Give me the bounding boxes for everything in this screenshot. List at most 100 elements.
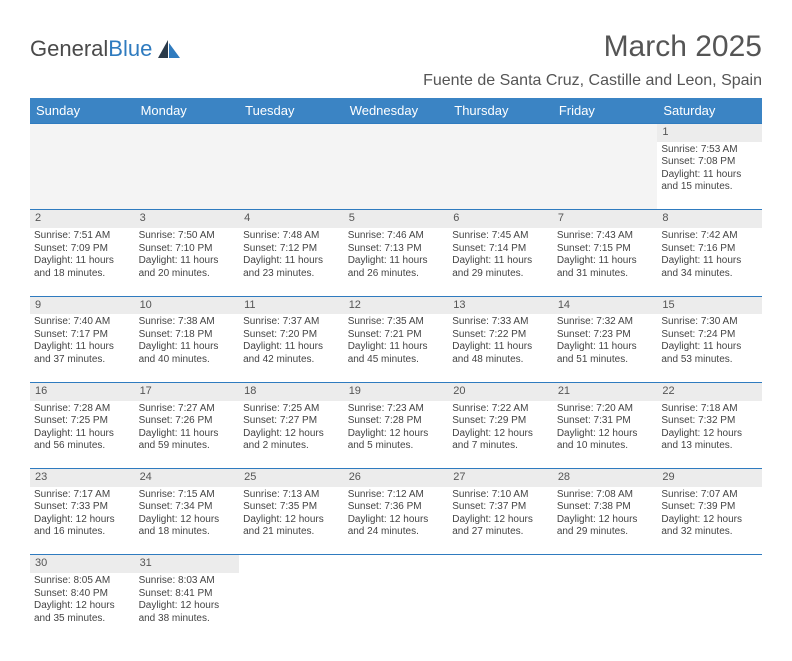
cell-line: Daylight: 12 hours	[661, 428, 758, 441]
cell-line: Sunset: 7:20 PM	[243, 329, 340, 342]
daynum-cell: 12	[344, 296, 449, 314]
calendar-row: Sunrise: 7:51 AMSunset: 7:09 PMDaylight:…	[30, 228, 762, 296]
daynum-cell: 29	[657, 469, 762, 487]
title-block: March 2025 Fuente de Santa Cruz, Castill…	[423, 30, 762, 90]
daynum-cell: 30	[30, 555, 135, 573]
calendar-cell: Sunrise: 7:48 AMSunset: 7:12 PMDaylight:…	[239, 228, 344, 296]
cell-line: Sunset: 7:32 PM	[661, 415, 758, 428]
calendar-cell	[448, 142, 553, 210]
cell-line: Sunset: 7:22 PM	[452, 329, 549, 342]
weekday-header: Saturday	[657, 98, 762, 124]
calendar-cell: Sunrise: 7:15 AMSunset: 7:34 PMDaylight:…	[135, 487, 240, 555]
daynum-cell: 9	[30, 296, 135, 314]
cell-line: and 48 minutes.	[452, 354, 549, 367]
calendar-cell: Sunrise: 7:28 AMSunset: 7:25 PMDaylight:…	[30, 401, 135, 469]
daynum-cell	[239, 555, 344, 573]
calendar-cell: Sunrise: 7:30 AMSunset: 7:24 PMDaylight:…	[657, 314, 762, 382]
cell-line: Daylight: 12 hours	[34, 600, 131, 613]
cell-line: Daylight: 11 hours	[34, 341, 131, 354]
cell-line: Daylight: 11 hours	[139, 428, 236, 441]
calendar-cell: Sunrise: 8:03 AMSunset: 8:41 PMDaylight:…	[135, 573, 240, 641]
logo-text-a: General	[30, 36, 108, 61]
cell-line: Daylight: 12 hours	[557, 514, 654, 527]
cell-line: Sunset: 7:28 PM	[348, 415, 445, 428]
weekday-header: Tuesday	[239, 98, 344, 124]
cell-line: Sunset: 7:36 PM	[348, 501, 445, 514]
calendar-cell: Sunrise: 7:22 AMSunset: 7:29 PMDaylight:…	[448, 401, 553, 469]
calendar-cell: Sunrise: 7:20 AMSunset: 7:31 PMDaylight:…	[553, 401, 658, 469]
daynum-cell	[30, 124, 135, 142]
weekday-header: Wednesday	[344, 98, 449, 124]
cell-line: and 40 minutes.	[139, 354, 236, 367]
cell-line: and 53 minutes.	[661, 354, 758, 367]
cell-line: Sunset: 7:15 PM	[557, 243, 654, 256]
daynum-cell: 26	[344, 469, 449, 487]
calendar-cell: Sunrise: 7:18 AMSunset: 7:32 PMDaylight:…	[657, 401, 762, 469]
cell-line: Daylight: 12 hours	[557, 428, 654, 441]
weekday-header: Thursday	[448, 98, 553, 124]
daynum-cell: 2	[30, 210, 135, 228]
cell-line: Sunset: 7:27 PM	[243, 415, 340, 428]
cell-line: Sunset: 7:24 PM	[661, 329, 758, 342]
logo-text: GeneralBlue	[30, 36, 152, 62]
daynum-cell: 16	[30, 382, 135, 400]
calendar-cell	[448, 573, 553, 641]
daynum-cell: 24	[135, 469, 240, 487]
weekday-header: Sunday	[30, 98, 135, 124]
calendar-cell	[30, 142, 135, 210]
cell-line: Sunrise: 8:05 AM	[34, 575, 131, 588]
daynum-cell: 10	[135, 296, 240, 314]
location: Fuente de Santa Cruz, Castille and Leon,…	[423, 72, 762, 90]
cell-line: Daylight: 11 hours	[348, 255, 445, 268]
daynum-cell: 21	[553, 382, 658, 400]
cell-line: Sunrise: 7:20 AM	[557, 403, 654, 416]
daynum-cell	[657, 555, 762, 573]
cell-line: Daylight: 12 hours	[243, 514, 340, 527]
calendar-cell	[344, 142, 449, 210]
cell-line: Sunset: 7:12 PM	[243, 243, 340, 256]
daynum-cell: 1	[657, 124, 762, 142]
cell-line: Sunset: 7:23 PM	[557, 329, 654, 342]
cell-line: and 24 minutes.	[348, 526, 445, 539]
calendar-cell	[239, 142, 344, 210]
cell-line: Sunrise: 7:07 AM	[661, 489, 758, 502]
calendar-cell: Sunrise: 7:17 AMSunset: 7:33 PMDaylight:…	[30, 487, 135, 555]
cell-line: Sunrise: 7:46 AM	[348, 230, 445, 243]
daynum-cell: 19	[344, 382, 449, 400]
calendar-row: Sunrise: 8:05 AMSunset: 8:40 PMDaylight:…	[30, 573, 762, 641]
cell-line: Daylight: 11 hours	[452, 341, 549, 354]
cell-line: Daylight: 11 hours	[243, 255, 340, 268]
daynum-row: 3031	[30, 555, 762, 573]
cell-line: Sunset: 7:38 PM	[557, 501, 654, 514]
cell-line: Sunrise: 7:25 AM	[243, 403, 340, 416]
daynum-cell: 18	[239, 382, 344, 400]
cell-line: Daylight: 12 hours	[661, 514, 758, 527]
daynum-cell	[239, 124, 344, 142]
cell-line: and 38 minutes.	[139, 613, 236, 626]
cell-line: Sunrise: 7:53 AM	[661, 144, 758, 157]
cell-line: Sunrise: 7:12 AM	[348, 489, 445, 502]
cell-line: and 45 minutes.	[348, 354, 445, 367]
cell-line: Daylight: 11 hours	[661, 341, 758, 354]
cell-line: Daylight: 12 hours	[243, 428, 340, 441]
cell-line: and 16 minutes.	[34, 526, 131, 539]
cell-line: Sunset: 7:37 PM	[452, 501, 549, 514]
daynum-row: 16171819202122	[30, 382, 762, 400]
cell-line: Sunrise: 7:22 AM	[452, 403, 549, 416]
cell-line: Sunset: 7:10 PM	[139, 243, 236, 256]
daynum-cell	[344, 555, 449, 573]
daynum-cell: 7	[553, 210, 658, 228]
cell-line: Daylight: 12 hours	[34, 514, 131, 527]
daynum-cell: 22	[657, 382, 762, 400]
weekday-header: Friday	[553, 98, 658, 124]
calendar-cell	[657, 573, 762, 641]
daynum-cell: 6	[448, 210, 553, 228]
calendar-cell: Sunrise: 7:33 AMSunset: 7:22 PMDaylight:…	[448, 314, 553, 382]
weekday-header: Monday	[135, 98, 240, 124]
cell-line: Sunrise: 8:03 AM	[139, 575, 236, 588]
calendar-row: Sunrise: 7:53 AMSunset: 7:08 PMDaylight:…	[30, 142, 762, 210]
cell-line: and 21 minutes.	[243, 526, 340, 539]
calendar-cell: Sunrise: 7:50 AMSunset: 7:10 PMDaylight:…	[135, 228, 240, 296]
cell-line: Sunrise: 7:18 AM	[661, 403, 758, 416]
daynum-row: 23242526272829	[30, 469, 762, 487]
